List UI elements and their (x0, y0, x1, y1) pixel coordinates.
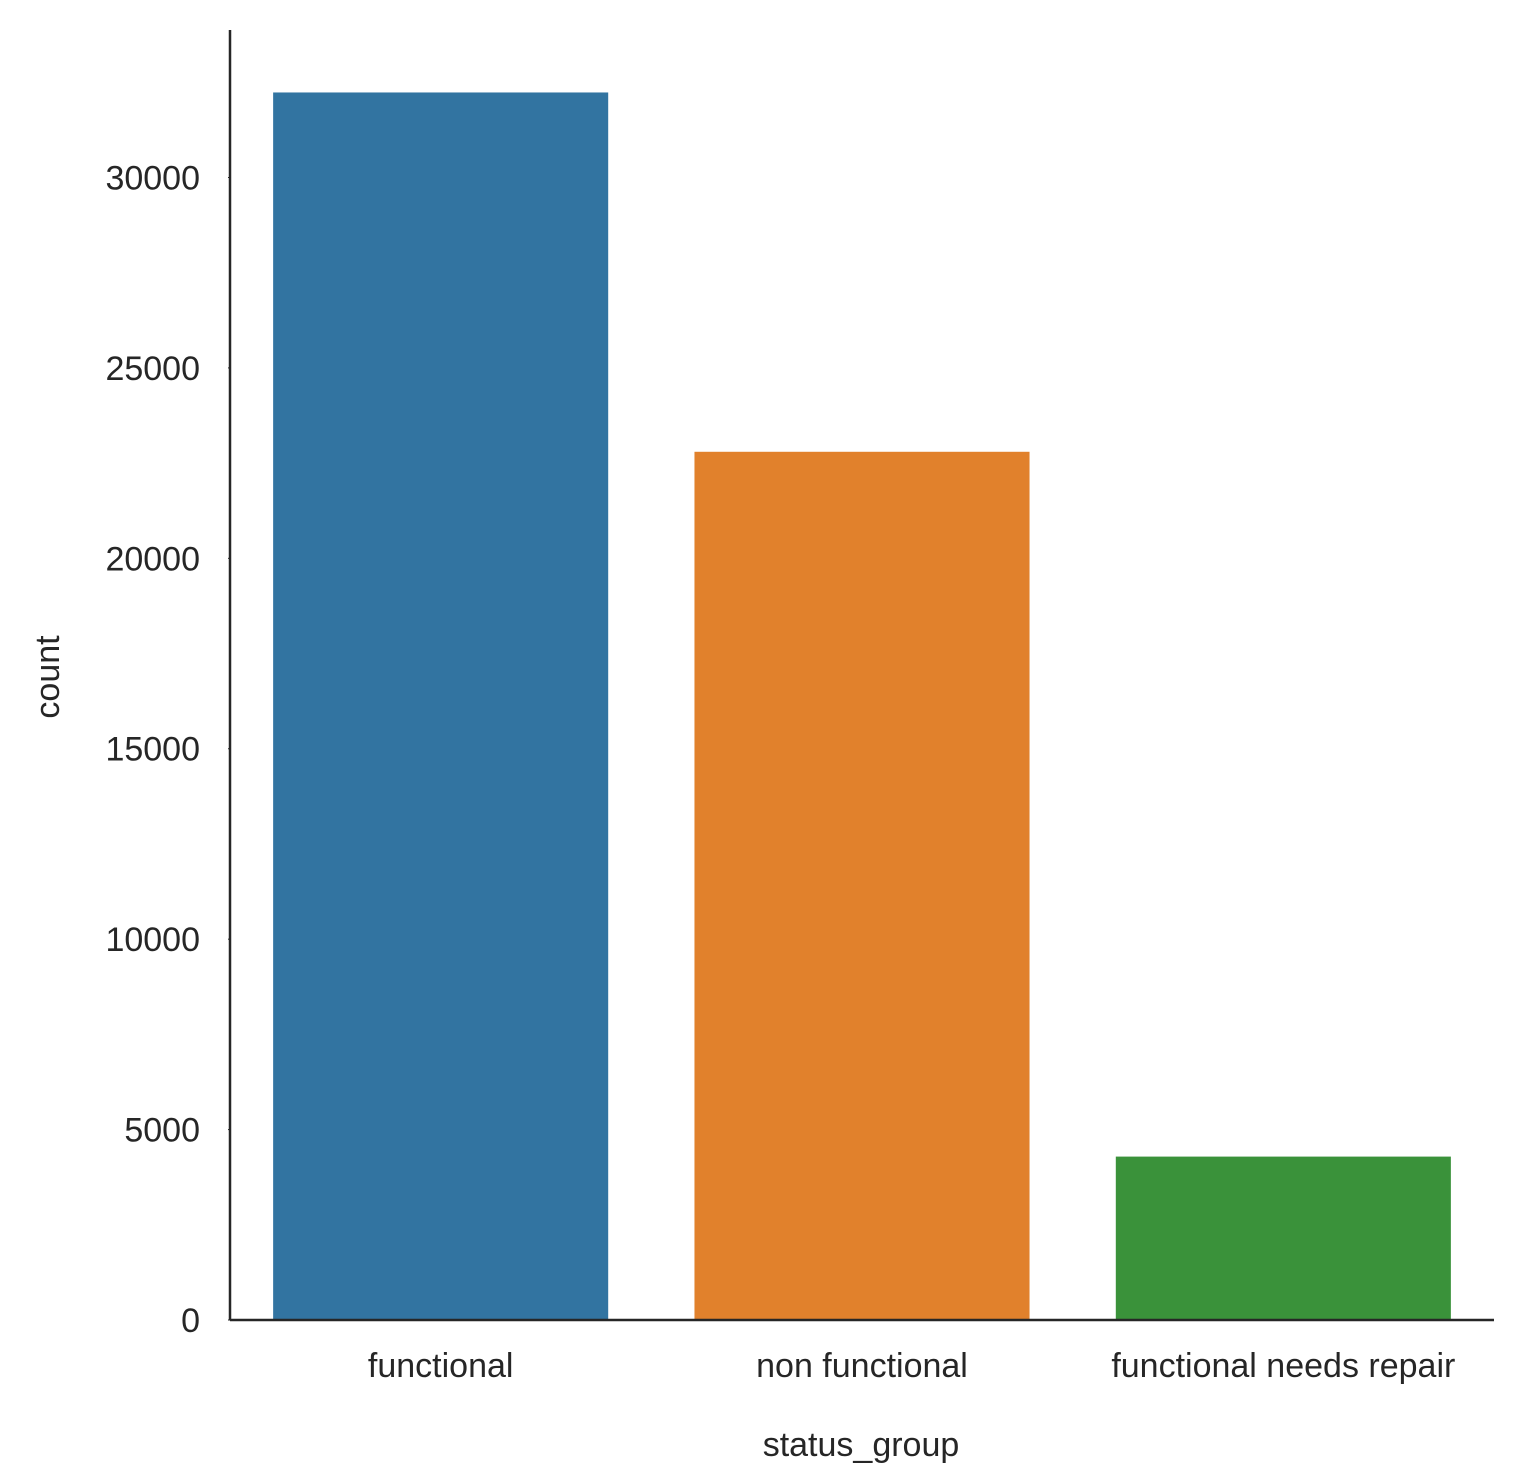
x-tick-label: functional needs repair (1111, 1347, 1455, 1385)
x-axis-label: status_group (763, 1426, 960, 1464)
y-tick-label: 5000 (124, 1112, 200, 1150)
bars-group (271, 90, 1453, 1322)
x-axis-ticks: functional non functional functional needs… (368, 1347, 1455, 1385)
y-tick-label: 30000 (105, 159, 200, 197)
y-tick-label: 20000 (105, 540, 200, 578)
y-axis-ticks: 0 5000 10000 15000 20000 25000 30000 (105, 159, 230, 1340)
y-tick-label: 10000 (105, 921, 200, 959)
y-tick-label: 15000 (105, 731, 200, 769)
bar-functional (271, 90, 611, 1321)
y-axis-label: count (29, 635, 67, 719)
bar-non-functional (692, 449, 1032, 1321)
y-tick-label: 25000 (105, 350, 200, 388)
x-tick-label: functional (368, 1347, 514, 1385)
x-tick-label: non functional (756, 1347, 968, 1385)
bar-functional-needs-repair (1113, 1154, 1453, 1322)
y-tick-label: 0 (181, 1302, 200, 1340)
